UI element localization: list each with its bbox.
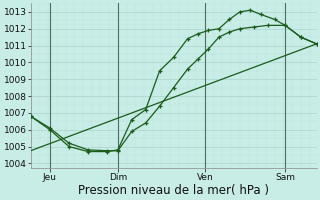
X-axis label: Pression niveau de la mer( hPa ): Pression niveau de la mer( hPa )	[78, 184, 269, 197]
